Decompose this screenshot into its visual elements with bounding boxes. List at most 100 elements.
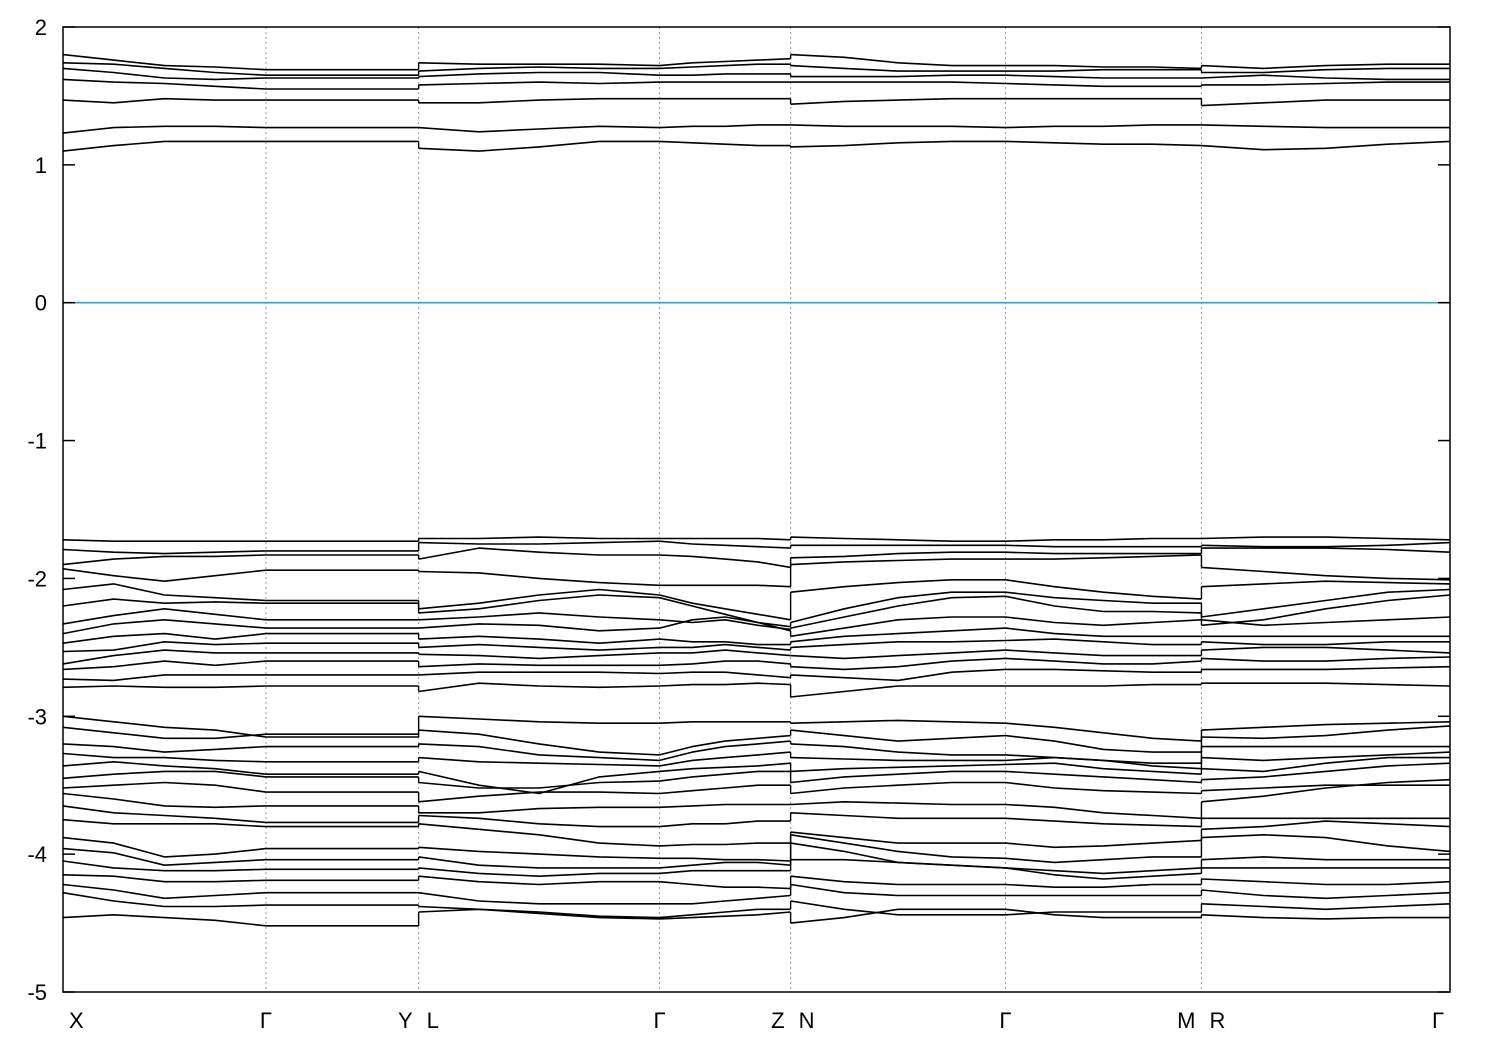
band-line <box>418 140 660 152</box>
y-tick-label: 1 <box>35 153 47 178</box>
band-line <box>1005 657 1202 665</box>
band-line <box>418 97 660 104</box>
band-line <box>1005 762 1202 775</box>
band-line <box>1201 682 1451 687</box>
band-line <box>62 792 266 809</box>
band-line <box>62 914 266 927</box>
band-line <box>62 548 266 555</box>
y-tick-label: -1 <box>27 429 47 454</box>
band-line <box>790 763 1006 773</box>
band-line <box>659 869 791 875</box>
band-line <box>62 770 266 780</box>
band-line <box>790 908 1006 924</box>
x-kpoint-label: X <box>69 1008 84 1033</box>
band-line <box>790 685 1006 698</box>
band-line <box>1005 817 1202 828</box>
band-line <box>1201 566 1451 581</box>
band-line <box>659 820 791 828</box>
band-line <box>1201 784 1450 792</box>
band-line <box>1201 778 1451 803</box>
band-line <box>1201 536 1451 541</box>
band-line <box>1005 544 1202 548</box>
band-line <box>1005 616 1202 627</box>
y-tick-label: -2 <box>27 566 47 591</box>
band-line <box>790 97 1006 105</box>
band-line <box>659 73 791 76</box>
band-line <box>62 660 266 671</box>
band-lines <box>62 53 1451 927</box>
band-line <box>659 880 791 890</box>
band-line <box>1005 627 1202 638</box>
band-line <box>1005 551 1202 555</box>
band-line <box>418 682 660 693</box>
band-line <box>418 671 660 676</box>
band-line <box>790 649 1006 660</box>
band-line <box>418 536 660 540</box>
band-line <box>1005 668 1202 673</box>
band-line <box>418 814 660 828</box>
band-line <box>418 806 660 814</box>
x-kpoint-label: Z <box>771 1008 784 1033</box>
band-line <box>1201 856 1450 861</box>
band-line <box>790 834 1006 860</box>
band-line <box>1005 883 1202 888</box>
x-kpoint-label: Γ <box>1432 1008 1444 1033</box>
band-line <box>1005 649 1202 657</box>
band-line <box>62 818 266 828</box>
band-line <box>790 781 1006 795</box>
y-tick-label: -5 <box>27 980 47 1005</box>
band-line <box>1005 124 1202 129</box>
band-line <box>1201 646 1451 654</box>
band-line <box>1201 63 1450 70</box>
band-line <box>1201 124 1450 129</box>
band-line <box>418 570 660 587</box>
band-line <box>1201 914 1450 920</box>
band-line <box>62 883 266 900</box>
band-line <box>659 537 791 541</box>
band-line <box>1201 903 1451 911</box>
band-line <box>790 875 1006 886</box>
band-line <box>659 63 791 70</box>
band-line <box>1005 867 1202 880</box>
band-line <box>62 715 267 738</box>
band-line <box>659 638 791 646</box>
band-line <box>790 124 1006 129</box>
band-line <box>62 554 266 566</box>
y-tick-label: 0 <box>35 291 47 316</box>
band-line <box>62 674 266 682</box>
x-kpoint-label: Y <box>398 1008 413 1033</box>
band-line <box>1005 734 1202 753</box>
band-line <box>1201 616 1451 627</box>
band-line <box>659 721 791 724</box>
band-line <box>1005 770 1202 784</box>
band-line <box>1005 74 1202 79</box>
x-kpoint-label: L <box>427 1008 439 1033</box>
band-line <box>790 668 1006 682</box>
band-line <box>1201 834 1451 853</box>
band-line <box>659 784 791 795</box>
band-line <box>790 639 1006 649</box>
band-line <box>418 66 660 72</box>
band-line <box>62 67 266 81</box>
band-line <box>418 715 660 724</box>
band-line <box>1201 756 1450 773</box>
band-line <box>62 608 266 625</box>
band-line <box>418 652 660 660</box>
band-line <box>659 124 791 129</box>
band-line <box>1201 547 1451 553</box>
band-line <box>62 619 266 635</box>
band-line <box>1005 64 1202 70</box>
band-line <box>1201 878 1451 886</box>
band-line <box>659 596 791 628</box>
band-line <box>790 743 1006 756</box>
band-line <box>790 719 1006 724</box>
band-line <box>790 64 1006 72</box>
band-line <box>62 743 266 753</box>
band-line <box>790 53 1006 67</box>
band-line <box>659 616 791 632</box>
x-kpoint-label: Γ <box>260 1008 272 1033</box>
y-tick-label: -4 <box>27 842 47 867</box>
band-line <box>1005 856 1202 864</box>
